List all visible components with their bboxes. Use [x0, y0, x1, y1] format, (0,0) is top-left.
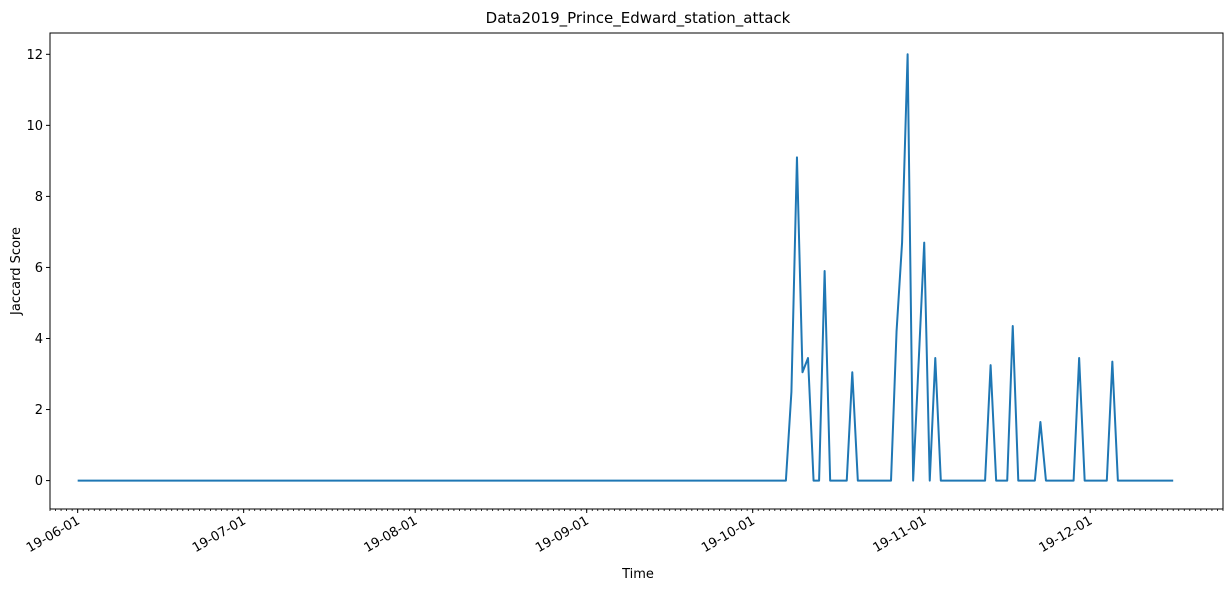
- x-axis-label: Time: [621, 567, 654, 582]
- y-axis-label: Jaccard Score: [9, 227, 24, 316]
- x-tick-label: 19-12-01: [1037, 513, 1096, 555]
- x-tick-label: 19-10-01: [699, 513, 758, 555]
- axes-frame: [49, 32, 1224, 510]
- x-tick-label: 19-06-01: [24, 513, 83, 555]
- y-tick-label: 4: [35, 332, 43, 347]
- x-tick-label: 19-09-01: [533, 513, 592, 555]
- series-line: [77, 53, 1174, 482]
- y-tick-label: 8: [35, 190, 43, 205]
- x-tick-label: 19-07-01: [190, 513, 249, 555]
- y-tick-label: 12: [26, 48, 43, 63]
- y-tick-label: 6: [35, 261, 43, 276]
- y-axis: 0 2 4 6 8 10 12: [26, 48, 50, 489]
- y-tick-label: 0: [35, 474, 43, 489]
- x-tick-label: 19-11-01: [871, 513, 930, 555]
- x-axis: 19-06-01 19-07-01 19-08-01 19-09-01 19-10-01…: [24, 509, 1224, 556]
- chart-title: Data2019_Prince_Edward_station_attack: [486, 9, 791, 28]
- x-tick-label: 19-08-01: [362, 513, 421, 555]
- y-tick-label: 10: [26, 119, 43, 134]
- plot-area: [77, 53, 1174, 482]
- y-tick-label: 2: [35, 403, 43, 418]
